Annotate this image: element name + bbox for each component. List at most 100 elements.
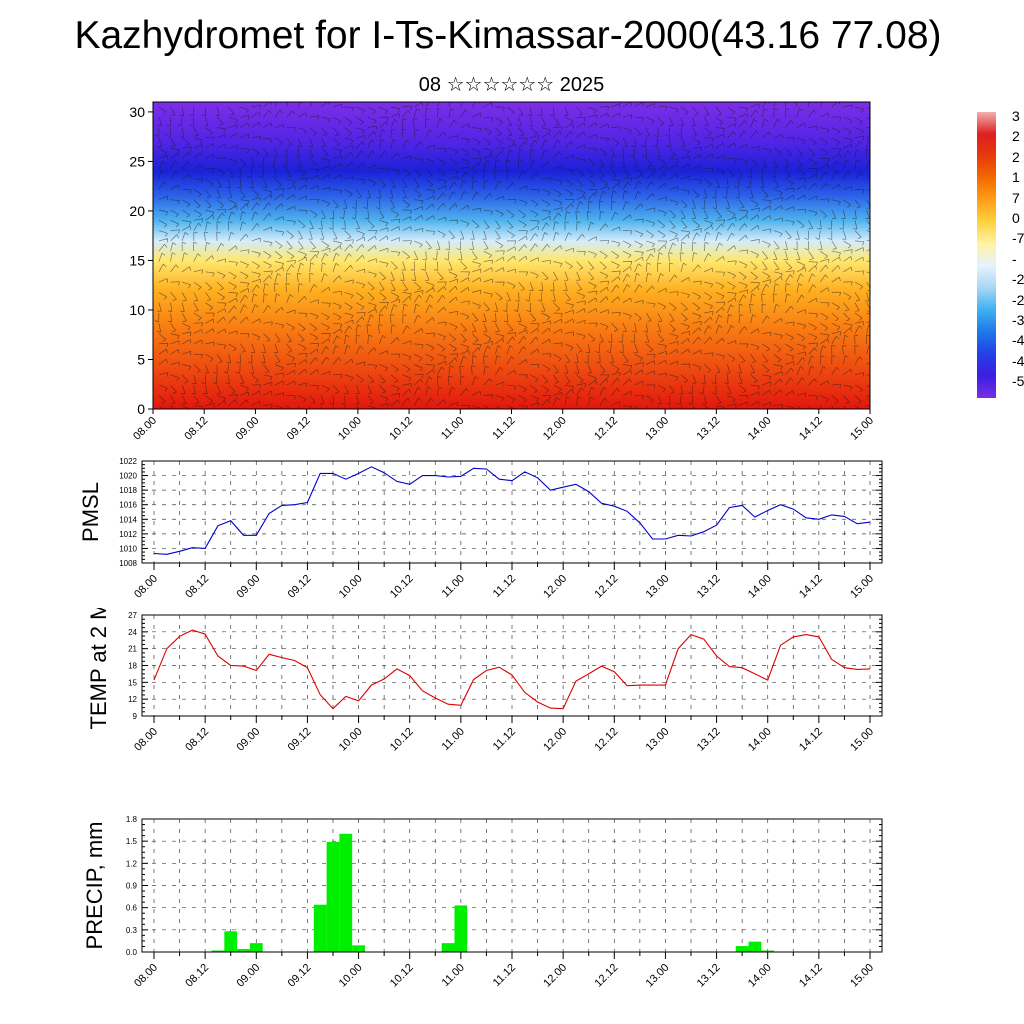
x-tick-label: 10.12 <box>388 962 416 990</box>
y-axis-title: PRECIP, mm <box>82 822 107 950</box>
y-tick-label: 21 <box>128 645 137 654</box>
x-tick-label: 11.12 <box>491 726 518 753</box>
colorbar-label: 7 <box>1012 189 1020 206</box>
chart-title: Kazhydromet for I-Ts-Kimassar-2000(43.16… <box>74 14 942 57</box>
y-tick-label: 0.9 <box>126 882 138 891</box>
x-tick-label: 14.00 <box>746 726 774 754</box>
x-tick-label: 13.12 <box>695 415 723 443</box>
y-tick-label: 0.6 <box>126 904 138 913</box>
colorbar-label: 2 <box>1012 148 1020 165</box>
y-tick-label: 15 <box>129 252 145 268</box>
x-tick-label: 08.12 <box>182 415 210 443</box>
y-tick-label: 1008 <box>119 559 137 568</box>
x-tick-label: 10.00 <box>337 962 365 990</box>
x-tick-label: 08.12 <box>183 573 211 601</box>
x-tick-label: 14.00 <box>746 415 774 443</box>
colorbar-label: -3 <box>1012 312 1024 328</box>
y-tick-label: 1016 <box>119 501 137 510</box>
precip-bar <box>249 943 263 952</box>
colorbar-label: -5 <box>1012 373 1024 390</box>
precip-bar <box>735 946 749 952</box>
x-tick-label: 13.00 <box>644 962 672 990</box>
x-tick-label: 10.12 <box>388 726 416 754</box>
precip-bar <box>326 841 340 952</box>
y-tick-label: 9 <box>133 712 138 721</box>
y-tick-label: 1014 <box>119 515 137 524</box>
series-line <box>153 629 871 710</box>
x-tick-label: 12.12 <box>592 573 620 601</box>
x-tick-label: 13.00 <box>644 573 672 601</box>
x-tick-label: 09.12 <box>286 726 314 754</box>
x-tick-label: 09.00 <box>234 726 262 754</box>
colorbar-labels: 3 2 2 1 7 0 -7 - -2 -2 -3 -4 -4 -5 <box>1012 110 1024 400</box>
x-tick-label: 14.00 <box>746 573 774 601</box>
x-tick-label: 08.00 <box>131 415 159 443</box>
y-tick-label: 1020 <box>119 472 137 481</box>
y-tick-label: 1012 <box>119 530 137 539</box>
x-tick-label: 13.12 <box>695 726 723 754</box>
y-tick-label: 1010 <box>119 544 137 553</box>
x-tick-label: 11.00 <box>440 962 467 989</box>
precip-bar <box>454 905 468 952</box>
x-tick-label: 10.00 <box>337 726 365 754</box>
precip-bar <box>748 941 762 952</box>
precip-bar <box>211 950 225 952</box>
x-tick-label: 12.12 <box>592 962 620 990</box>
x-tick-label: 13.12 <box>695 573 723 601</box>
y-tick-label: 1.5 <box>126 837 138 846</box>
x-tick-label: 12.00 <box>541 962 569 990</box>
x-tick-label: 12.12 <box>592 415 620 443</box>
x-tick-label: 11.12 <box>490 415 517 442</box>
y-tick-label: 0 <box>137 401 145 417</box>
x-tick-label: 08.12 <box>183 726 211 754</box>
y-tick-label: 1022 <box>119 457 137 466</box>
y-tick-label: 0.0 <box>126 948 138 957</box>
x-tick-label: 08.00 <box>132 573 160 601</box>
x-tick-label: 09.00 <box>234 962 262 990</box>
wind-barbs <box>154 102 870 409</box>
y-tick-label: 27 <box>128 611 137 620</box>
precip-bar <box>224 931 238 952</box>
pmsl-panel: 1008 1010 1012 1014 1016 1018 1020 1022 08.00 08.… <box>78 457 883 601</box>
y-tick-label: 30 <box>129 104 145 120</box>
temperature-field <box>153 102 870 409</box>
x-tick-label: 15.00 <box>848 726 876 754</box>
x-tick-label: 08.00 <box>132 962 160 990</box>
y-tick-label: 15 <box>128 678 137 687</box>
x-tick-label: 15.00 <box>848 573 876 601</box>
precip-bar <box>339 833 353 952</box>
y-tick-label: 1.2 <box>126 859 138 868</box>
y-tick-label: 1.8 <box>126 815 138 824</box>
colorbar-label: -4 <box>1012 332 1024 349</box>
x-tick-label: 09.00 <box>234 573 262 601</box>
y-tick-label: 25 <box>129 153 145 169</box>
colorbar-label: - <box>1012 250 1017 267</box>
x-tick-label: 10.12 <box>387 415 415 443</box>
colorbar-label: -2 <box>1012 271 1024 288</box>
x-tick-label: 12.00 <box>541 415 569 443</box>
precip-panel: 0.0 0.3 0.6 0.9 1.2 1.5 1.8 08.00 08.12 09.00 09.1… <box>82 815 883 990</box>
x-tick-label: 08.12 <box>183 962 211 990</box>
precip-bar <box>313 904 327 952</box>
precip-bar <box>352 945 365 952</box>
y-tick-label: 12 <box>128 695 137 704</box>
x-tick-label: 11.12 <box>491 962 518 989</box>
x-tick-label: 13.00 <box>644 726 672 754</box>
x-tick-label: 15.00 <box>848 415 876 443</box>
x-tick-label: 13.00 <box>643 415 671 443</box>
x-tick-label: 09.12 <box>286 573 314 601</box>
y-tick-label: 0.3 <box>126 926 138 935</box>
colorbar-label: 2 <box>1012 128 1020 145</box>
precip-bar <box>237 949 250 952</box>
y-axis-title: PMSL <box>78 482 103 542</box>
x-tick-label: 12.12 <box>592 726 620 754</box>
y-tick-label: 24 <box>128 628 137 637</box>
x-tick-label: 10.00 <box>337 573 365 601</box>
cross-section-panel: 0 5 10 15 20 25 30 08.00 08.12 09.00 09.12 10.00 10.… <box>129 101 876 443</box>
colorbar-label: 0 <box>1012 210 1020 226</box>
x-tick-label: 14.12 <box>797 726 825 754</box>
x-tick-label: 10.00 <box>336 415 364 443</box>
x-tick-label: 11.00 <box>440 726 467 753</box>
precip-bar <box>441 943 455 952</box>
x-tick-label: 09.00 <box>234 415 262 443</box>
